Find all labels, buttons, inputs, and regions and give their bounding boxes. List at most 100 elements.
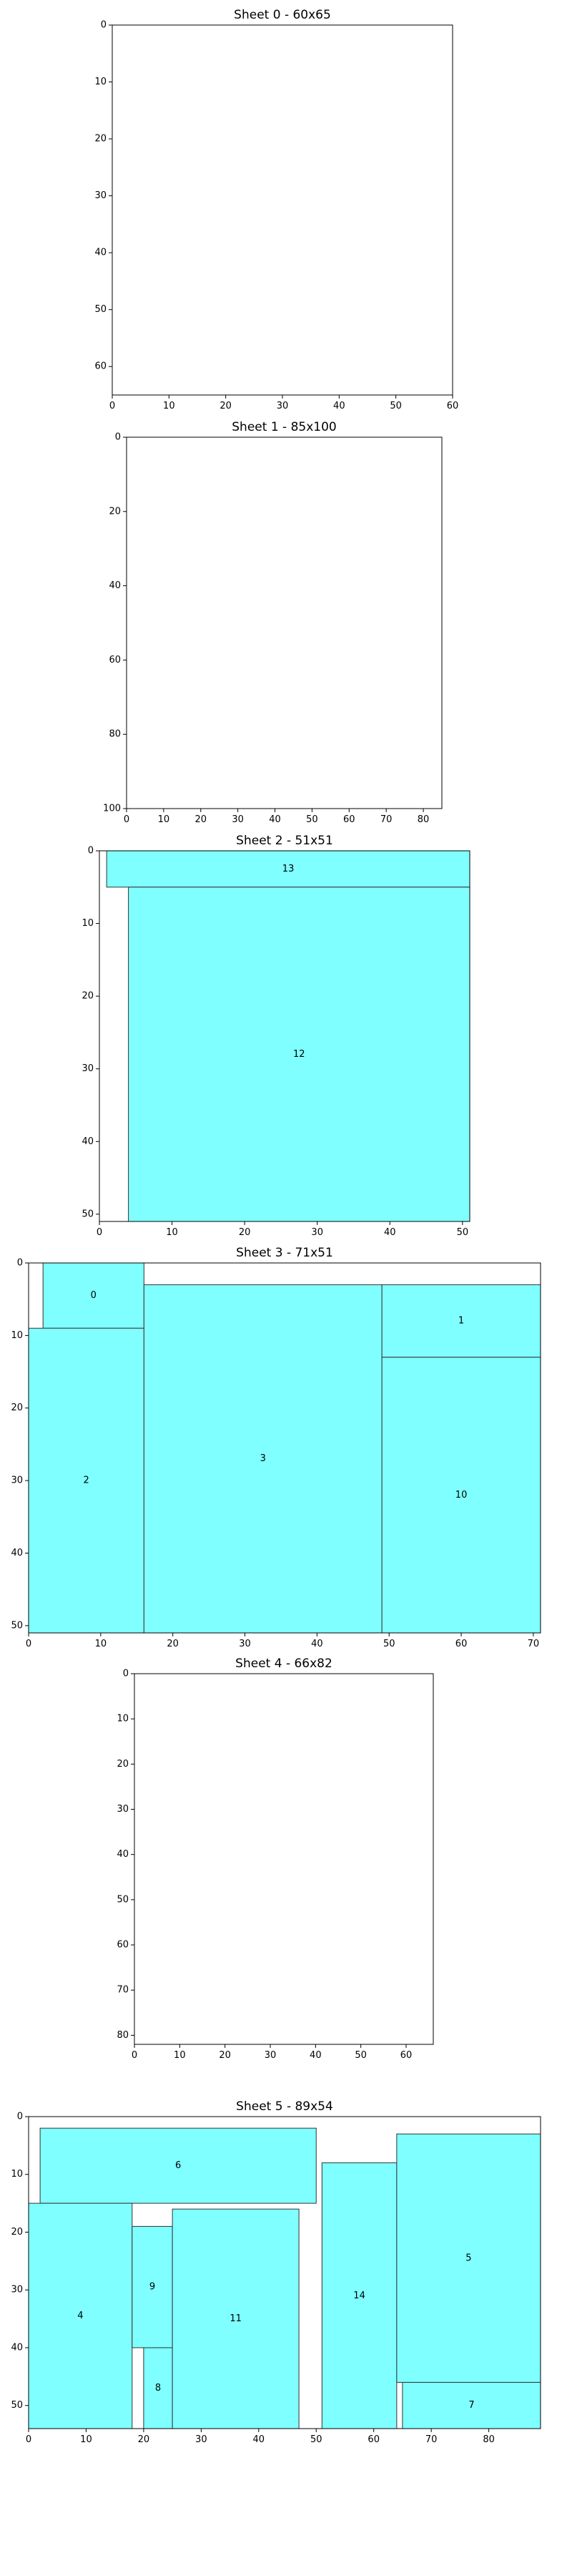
piece-label: 8 [155, 2383, 161, 2394]
y-tick-label: 80 [117, 2030, 129, 2041]
x-tick-label: 40 [311, 1639, 323, 1649]
piece-label: 2 [84, 1475, 89, 1486]
y-tick-label: 20 [117, 1759, 129, 1770]
y-tick-label: 30 [82, 1063, 94, 1074]
x-tick-label: 0 [109, 401, 115, 411]
x-tick-label: 50 [390, 401, 402, 411]
y-tick-label: 40 [82, 1136, 94, 1147]
x-tick-label: 0 [26, 1639, 31, 1649]
piece-label: 5 [465, 2253, 471, 2263]
x-tick-label: 80 [418, 814, 430, 825]
y-tick-label: 30 [94, 190, 107, 201]
piece-label: 14 [353, 2290, 365, 2301]
x-tick-label: 40 [384, 1227, 396, 1238]
x-tick-label: 60 [400, 2050, 413, 2061]
x-tick-label: 20 [220, 401, 232, 411]
y-tick-label: 10 [94, 77, 107, 87]
piece-label: 9 [149, 2282, 155, 2293]
x-tick-label: 10 [163, 401, 175, 411]
axes-frame [126, 436, 443, 809]
x-tick-label: 50 [355, 2050, 367, 2061]
y-tick-label: 80 [109, 729, 121, 740]
piece-rect [106, 850, 470, 888]
piece-label: 10 [455, 1490, 468, 1501]
y-tick-label: 0 [115, 432, 121, 443]
y-tick-label: 50 [117, 1894, 129, 1905]
sheet-title: Sheet 4 - 66x82 [235, 1657, 332, 1671]
x-tick-label: 60 [343, 814, 355, 825]
x-tick-label: 20 [138, 2434, 150, 2445]
y-tick-label: 10 [82, 918, 94, 929]
sheet-title: Sheet 0 - 60x65 [234, 8, 331, 22]
x-tick-label: 30 [232, 814, 244, 825]
piece-label: 11 [230, 2313, 242, 2324]
x-tick-label: 10 [166, 1227, 178, 1238]
y-tick-label: 100 [103, 804, 121, 814]
y-tick-label: 20 [11, 1402, 23, 1413]
piece-label: 3 [260, 1453, 266, 1464]
piece-rect [42, 1262, 144, 1329]
x-tick-label: 20 [167, 1639, 179, 1649]
x-tick-label: 20 [219, 2050, 231, 2061]
x-tick-label: 0 [132, 2050, 137, 2061]
sheet-4: Sheet 4 - 66x82 0 10 20 30 40 50 60 0 10 20 30 40 50 6… [117, 1657, 434, 2061]
piece-label: 13 [282, 864, 295, 874]
piece-rect [143, 1284, 383, 1634]
piece-rect [28, 1327, 144, 1634]
y-tick-label: 40 [11, 2342, 23, 2353]
x-tick-label: 0 [26, 2434, 31, 2445]
x-tick-label: 40 [310, 2050, 322, 2061]
x-tick-label: 80 [483, 2434, 495, 2445]
x-tick-label: 0 [97, 1227, 102, 1238]
y-tick-label: 30 [11, 2285, 23, 2296]
piece-label: 6 [175, 2160, 181, 2171]
y-tick-label: 50 [11, 2400, 23, 2411]
x-tick-label: 50 [310, 2434, 322, 2445]
x-tick-label: 50 [383, 1639, 395, 1649]
y-tick-label: 10 [11, 2169, 23, 2180]
x-tick-label: 70 [425, 2434, 438, 2445]
piece-rect [143, 2347, 173, 2429]
y-tick-label: 40 [11, 1548, 23, 1558]
x-tick-label: 10 [158, 814, 170, 825]
y-tick-label: 20 [11, 2227, 23, 2238]
y-tick-label: 40 [117, 1849, 129, 1860]
y-tick-label: 20 [109, 506, 121, 517]
piece-rect [381, 1284, 541, 1358]
y-tick-label: 0 [88, 846, 94, 857]
x-tick-label: 30 [239, 1639, 251, 1649]
x-tick-label: 10 [95, 1639, 107, 1649]
piece-label: 0 [91, 1290, 97, 1301]
sheet-title: Sheet 3 - 71x51 [236, 1246, 333, 1260]
y-tick-label: 60 [117, 1940, 129, 1951]
y-tick-label: 20 [82, 991, 94, 1002]
piece-rect [28, 2202, 133, 2429]
y-tick-label: 50 [82, 1209, 94, 1219]
x-tick-label: 60 [368, 2434, 380, 2445]
piece-rect [396, 2133, 541, 2383]
piece-rect [128, 887, 470, 1222]
y-tick-label: 60 [94, 361, 107, 372]
piece-rect [132, 2225, 173, 2348]
y-tick-label: 20 [94, 134, 107, 145]
axes-frame [28, 1262, 541, 1634]
y-tick-label: 50 [11, 1620, 23, 1631]
piece-label: 12 [293, 1049, 305, 1060]
axes-frame [28, 2116, 541, 2429]
axes-frame [134, 1673, 434, 2045]
y-tick-label: 30 [117, 1804, 129, 1815]
sheet-title: Sheet 2 - 51x51 [236, 834, 333, 848]
y-tick-label: 70 [117, 1985, 129, 1996]
x-tick-label: 30 [265, 2050, 277, 2061]
sheet-1: Sheet 1 - 85x100 0 10 20 30 40 50 60 70 80 0 20 40 60… [103, 420, 443, 825]
piece-label: 4 [77, 2311, 83, 2321]
x-tick-label: 60 [455, 1639, 468, 1649]
y-tick-label: 60 [109, 655, 121, 665]
x-tick-label: 10 [80, 2434, 92, 2445]
x-tick-label: 50 [306, 814, 318, 825]
x-tick-label: 50 [457, 1227, 469, 1238]
x-tick-label: 30 [277, 401, 289, 411]
axes-frame [112, 24, 453, 396]
sheet-0: Sheet 0 - 60x65 0 10 20 30 40 50 60 0 10 20 30 40 50 6… [94, 8, 458, 411]
